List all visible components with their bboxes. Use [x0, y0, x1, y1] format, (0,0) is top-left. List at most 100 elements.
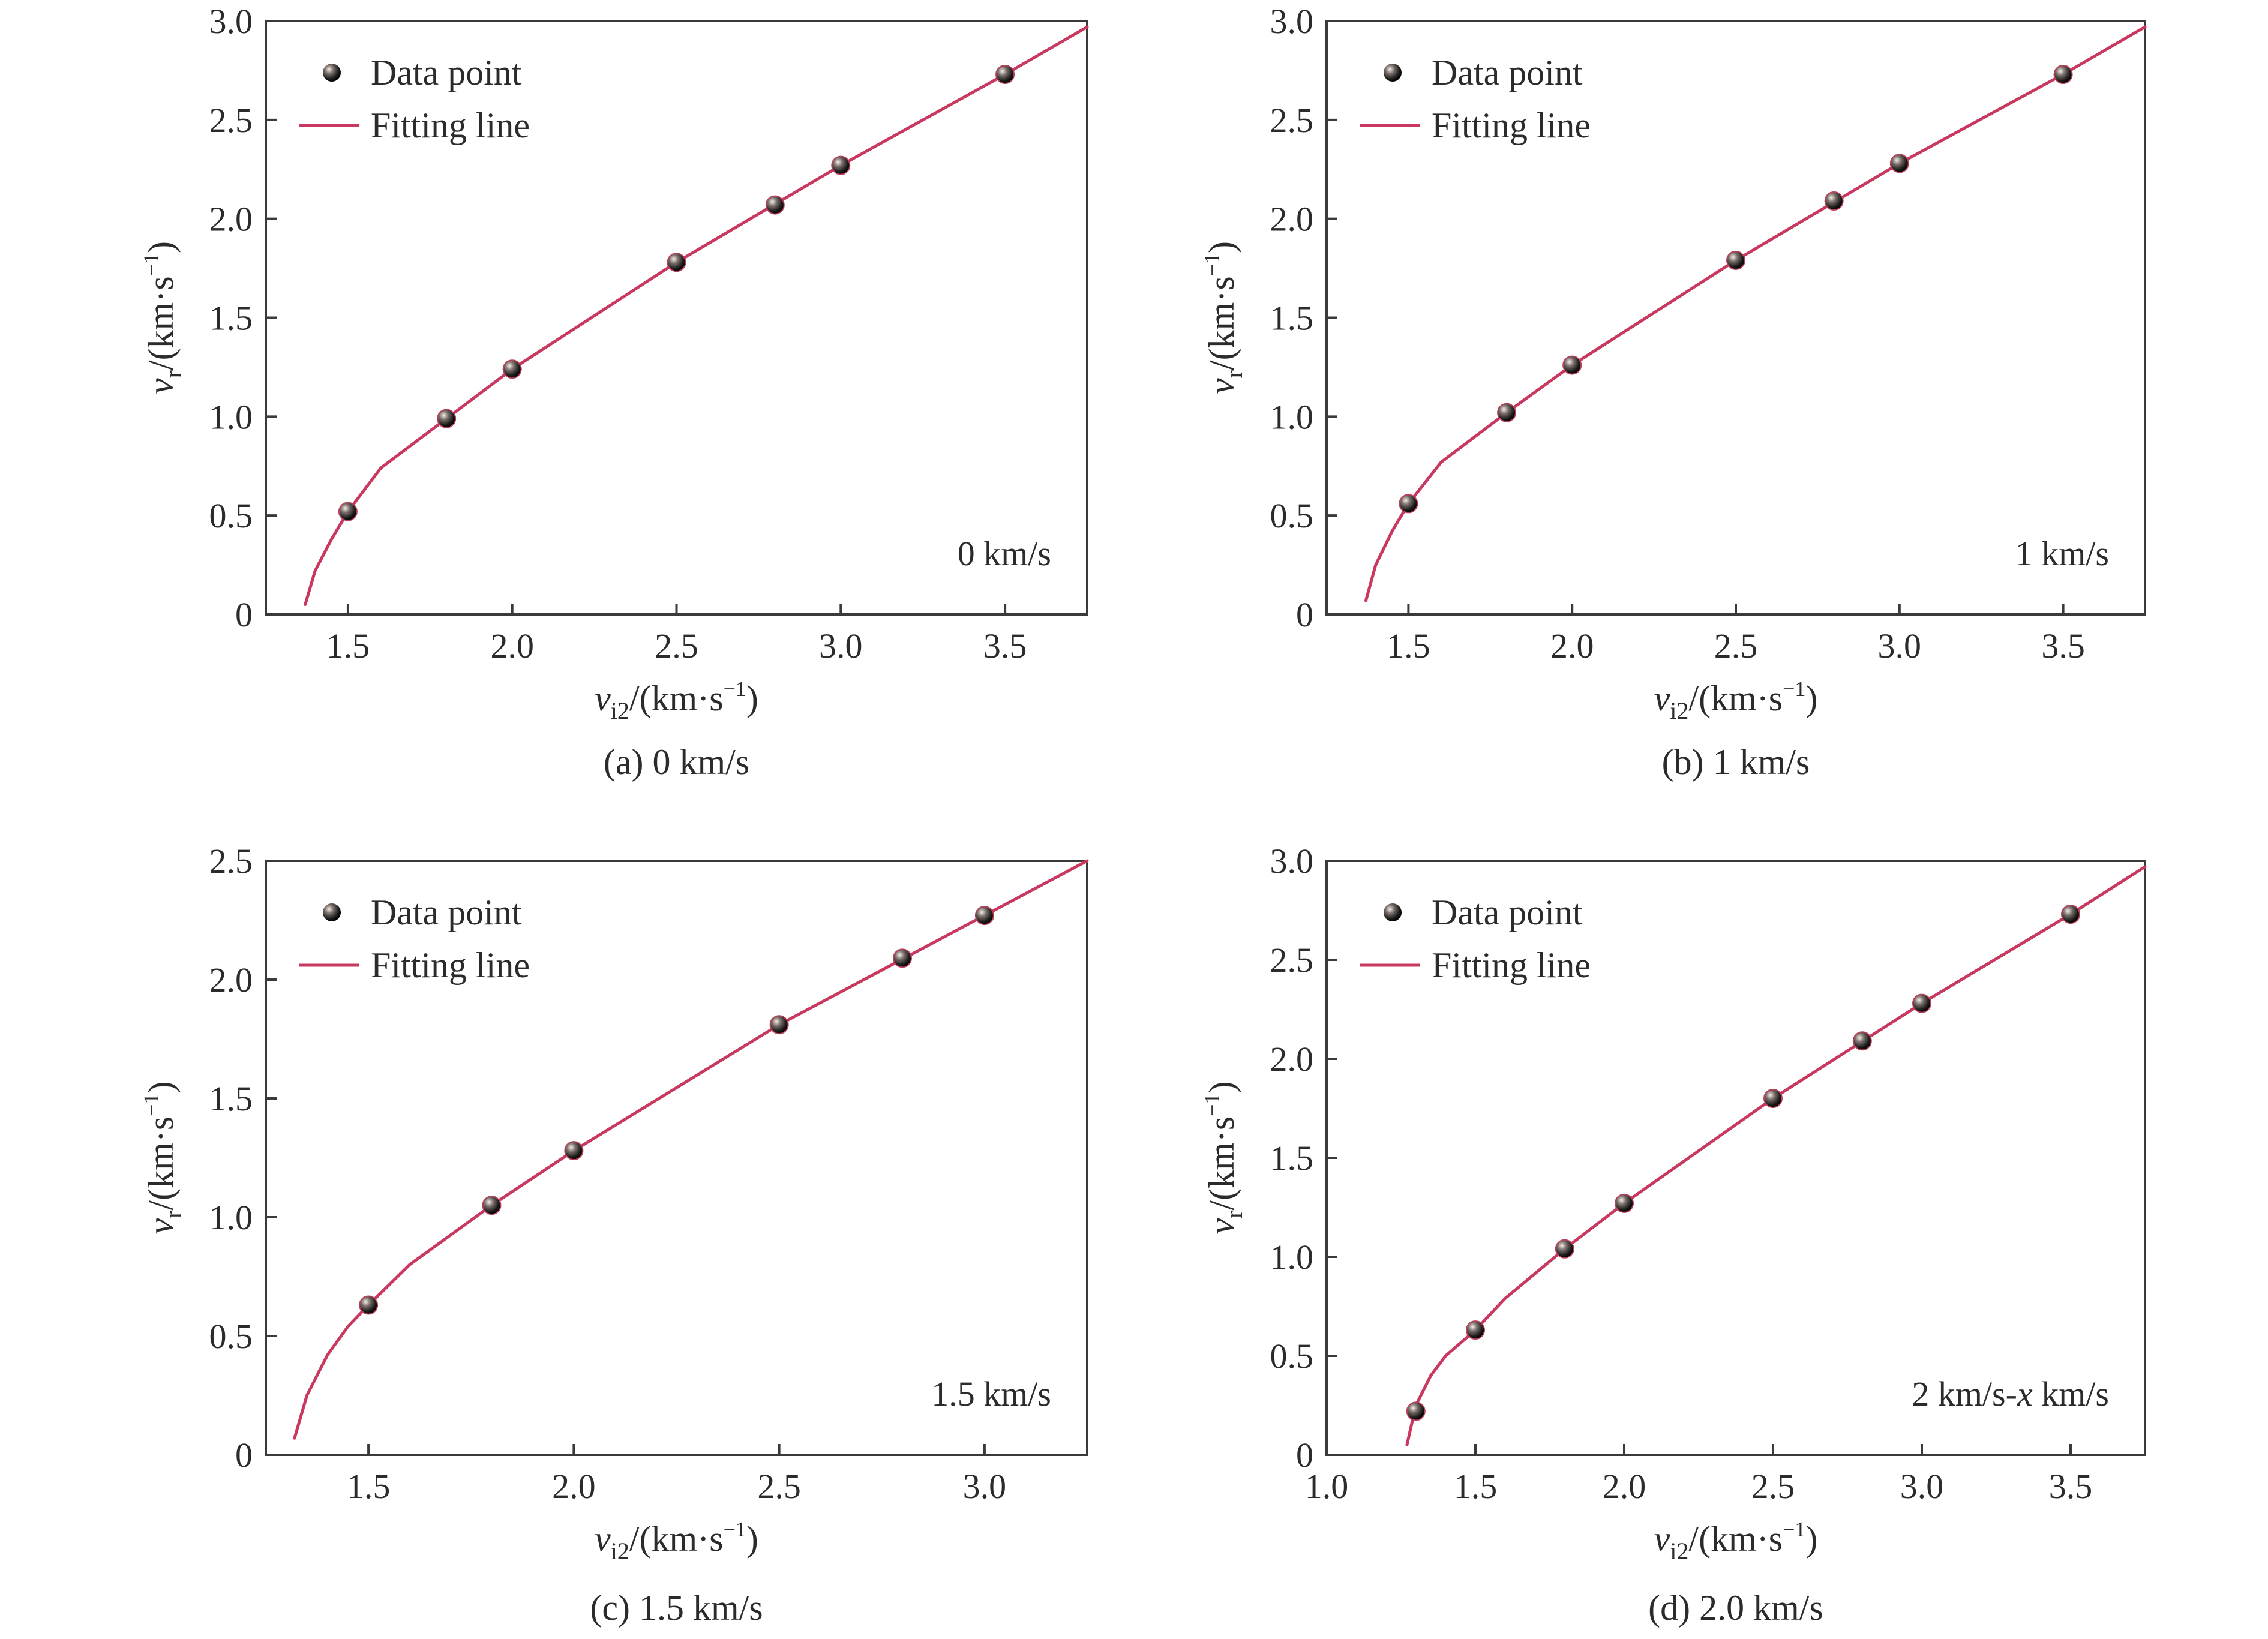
data-point: [1912, 993, 1931, 1013]
panel-caption: (d) 2.0 km/s: [1648, 1588, 1823, 1628]
data-point: [338, 502, 358, 521]
x-tick-label: 2.0: [490, 626, 534, 665]
y-tick-label: 1.0: [1270, 1238, 1314, 1277]
data-point: [1824, 191, 1844, 211]
legend-marker-data-point: [1384, 903, 1402, 921]
x-tick-label: 3.5: [2049, 1467, 2093, 1506]
fitting-line-series: [293, 859, 1089, 1440]
panel-caption: (c) 1.5 km/s: [590, 1588, 763, 1628]
data-point: [2061, 905, 2080, 924]
y-tick-label: 2.0: [209, 960, 253, 999]
x-tick-label: 3.0: [963, 1467, 1007, 1506]
x-tick-label: 1.5: [1454, 1467, 1498, 1506]
y-tick-label: 1.5: [209, 1079, 253, 1118]
data-point: [1726, 250, 1745, 270]
x-axis-label: vi2/(km·s−1): [1654, 677, 1818, 724]
y-tick-label: 3.0: [1270, 842, 1314, 881]
data-point: [769, 1015, 789, 1035]
legend: Data point Fitting line: [1360, 893, 1591, 985]
x-tick-label: 2.0: [552, 1467, 596, 1506]
y-tick-label: 1.0: [209, 1198, 253, 1237]
panel-caption: (a) 0 km/s: [604, 742, 749, 782]
data-point: [831, 155, 851, 175]
y-tick-label: 3.0: [209, 2, 253, 41]
legend-label-fitting-line: Fitting line: [371, 945, 530, 985]
legend: Data point Fitting line: [299, 893, 530, 985]
x-axis-label: vi2/(km·s−1): [595, 1517, 758, 1565]
legend-label-fitting-line: Fitting line: [1432, 106, 1591, 145]
chart-panel-2: 1.5 2.0 2.5 3.0 3.5 0 0.5 1.0 1.5 2.0 2.5 3.0 vi2/(k…: [1200, 2, 2147, 782]
x-axis-label: vi2/(km·s−1): [1654, 1517, 1818, 1565]
x-tick-label: 1.5: [347, 1467, 391, 1506]
legend-label-fitting-line: Fitting line: [1432, 945, 1591, 985]
legend-label-data-point: Data point: [371, 53, 522, 92]
y-tick-label: 2.5: [1270, 941, 1314, 980]
chart-panel-4: 1.0 1.5 2.0 2.5 3.0 3.5 0 0.5 1.0 1.5 2.0 2.5 3.0 vi2…: [1200, 842, 2147, 1628]
y-axis-label: vr/(km·s−1): [1200, 241, 1247, 394]
y-tick-label: 2.0: [1270, 200, 1314, 239]
x-tick-label: 3.0: [1900, 1467, 1944, 1506]
x-tick-label: 2.5: [1751, 1467, 1795, 1506]
y-tick-label: 1.0: [1270, 397, 1314, 436]
data-point: [1852, 1031, 1872, 1051]
data-point: [1889, 154, 1909, 173]
y-tick-label: 2.5: [209, 842, 253, 881]
y-tick-label: 0.5: [209, 1317, 253, 1356]
y-tick-label: 1.5: [1270, 1139, 1314, 1178]
x-tick-label: 3.5: [983, 626, 1027, 665]
y-tick-label: 2.0: [209, 200, 253, 239]
data-point: [1466, 1320, 1485, 1340]
y-tick-label: 2.5: [1270, 101, 1314, 140]
x-tick-label: 3.0: [1878, 626, 1922, 665]
data-point: [667, 253, 686, 272]
legend: Data point Fitting line: [299, 53, 530, 145]
data-point: [1615, 1193, 1634, 1213]
data-point: [482, 1196, 502, 1215]
y-axis-label: vr/(km·s−1): [139, 1082, 187, 1235]
y-tick-label: 1.5: [1270, 299, 1314, 338]
data-point: [2053, 65, 2073, 85]
y-tick-label: 0: [1296, 595, 1313, 634]
speed-annotation: 2 km/s-x km/s: [1912, 1374, 2109, 1413]
x-tick-label: 2.5: [757, 1467, 801, 1506]
data-point: [1562, 355, 1582, 375]
legend-label-data-point: Data point: [371, 893, 522, 932]
legend-marker-data-point: [323, 64, 341, 82]
data-point: [892, 948, 912, 968]
y-tick-label: 3.0: [1270, 2, 1314, 41]
data-point: [1555, 1239, 1574, 1259]
data-point: [1406, 1401, 1426, 1421]
y-tick-label: 0: [1296, 1436, 1313, 1475]
x-tick-label: 2.0: [1550, 626, 1594, 665]
y-tick-label: 0: [235, 1436, 253, 1475]
x-tick-label: 2.5: [655, 626, 698, 665]
y-axis-label: vr/(km·s−1): [139, 241, 187, 394]
data-point: [437, 409, 457, 428]
speed-annotation: 1 km/s: [2015, 534, 2109, 573]
data-point: [1399, 494, 1418, 514]
legend-label-fitting-line: Fitting line: [371, 106, 530, 145]
x-tick-label: 1.0: [1305, 1467, 1349, 1506]
data-point: [995, 65, 1015, 85]
x-tick-label: 2.0: [1603, 1467, 1646, 1506]
y-axis-label: vr/(km·s−1): [1200, 1082, 1247, 1235]
x-axis-label: vi2/(km·s−1): [595, 677, 758, 724]
legend-label-data-point: Data point: [1432, 893, 1583, 932]
speed-annotation: 1.5 km/s: [931, 1374, 1051, 1413]
y-tick-label: 0.5: [209, 496, 253, 535]
legend-label-data-point: Data point: [1432, 53, 1583, 92]
data-point: [765, 195, 785, 215]
plot-frame: [265, 860, 1088, 1456]
chart-panel-1: 1.5 2.0 2.5 3.0 3.5 0 0.5 1.0 1.5 2.0 2.5 3.0 vi2/(k…: [139, 2, 1089, 782]
x-tick-label: 1.5: [326, 626, 370, 665]
chart-panel-3: 1.5 2.0 2.5 3.0 0 0.5 1.0 1.5 2.0 2.5 vi2/(km·s−1)…: [139, 842, 1089, 1628]
x-tick-label: 1.5: [1387, 626, 1430, 665]
data-point: [502, 359, 522, 379]
x-tick-label: 3.0: [819, 626, 863, 665]
y-tick-label: 0.5: [1270, 1337, 1314, 1376]
data-point: [359, 1295, 379, 1315]
panel-caption: (b) 1 km/s: [1662, 742, 1810, 782]
data-point: [564, 1141, 584, 1161]
legend: Data point Fitting line: [1360, 53, 1591, 145]
